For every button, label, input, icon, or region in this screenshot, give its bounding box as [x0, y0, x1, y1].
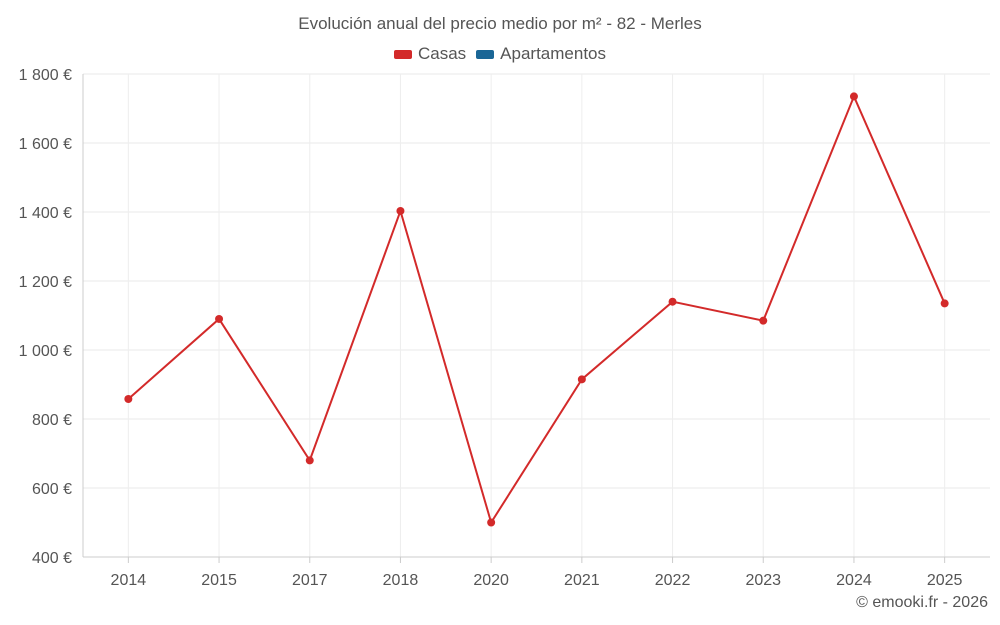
x-tick-label: 2015	[201, 572, 237, 589]
legend-swatch-apartamentos	[476, 49, 495, 59]
chart-legend: Casas Apartamentos	[0, 44, 1000, 64]
y-tick-label: 1 800 €	[19, 67, 72, 84]
x-tick-label: 2017	[292, 572, 328, 589]
y-tick-label: 1 200 €	[19, 274, 72, 291]
x-tick-label: 2014	[111, 572, 147, 589]
x-tick-label: 2025	[927, 572, 963, 589]
data-point[interactable]	[487, 518, 496, 527]
y-tick-label: 800 €	[32, 412, 72, 429]
data-point[interactable]	[577, 375, 586, 384]
x-tick-label: 2020	[473, 572, 509, 589]
data-point[interactable]	[849, 92, 858, 101]
x-tick-label: 2024	[836, 572, 872, 589]
x-tick-label: 2018	[383, 572, 419, 589]
legend-label-apartamentos: Apartamentos	[500, 44, 607, 63]
legend-item-apartamentos[interactable]: Apartamentos	[476, 44, 606, 64]
series-line-casas	[127, 93, 946, 525]
data-point[interactable]	[215, 314, 224, 323]
legend-label-casas: Casas	[417, 44, 467, 63]
x-tick-label: 2023	[745, 572, 781, 589]
x-tick-label: 2022	[655, 572, 691, 589]
data-point[interactable]	[940, 299, 949, 308]
y-tick-label: 1 400 €	[19, 205, 72, 222]
chart-title: Evolución anual del precio medio por m² …	[298, 14, 702, 33]
data-point[interactable]	[124, 394, 133, 403]
y-tick-label: 600 €	[32, 481, 72, 498]
data-point[interactable]	[396, 206, 405, 215]
legend-item-casas[interactable]: Casas	[393, 44, 467, 64]
data-point[interactable]	[305, 456, 314, 465]
y-tick-label: 400 €	[32, 550, 72, 567]
y-tick-label: 1 000 €	[19, 343, 72, 360]
data-point[interactable]	[759, 316, 768, 325]
y-tick-label: 1 600 €	[19, 136, 72, 153]
credit-text: © emooki.fr - 2026	[856, 594, 988, 611]
data-point[interactable]	[668, 297, 677, 306]
x-tick-label: 2021	[564, 572, 600, 589]
legend-swatch-casas	[393, 49, 412, 59]
